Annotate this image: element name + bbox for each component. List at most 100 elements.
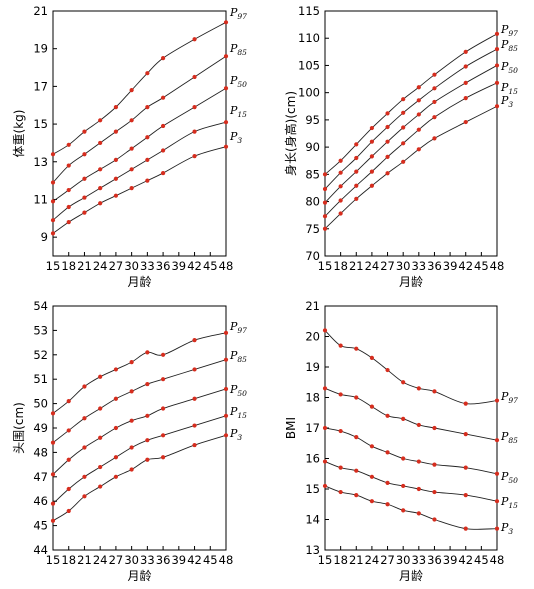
data-point [223, 413, 229, 418]
data-point [369, 183, 375, 188]
data-point [369, 169, 375, 174]
data-point [494, 80, 500, 85]
data-point [354, 142, 359, 147]
x-tick-label: 24 [365, 553, 380, 567]
data-point [113, 105, 119, 110]
data-point [494, 499, 500, 504]
data-point [494, 63, 500, 68]
series-P15: P15 [50, 104, 247, 223]
x-tick-label: 15 [46, 553, 61, 567]
data-point [416, 459, 421, 464]
y-tick-label: 49 [33, 421, 48, 435]
series-P85: P85 [322, 38, 518, 192]
data-point [385, 502, 390, 507]
data-point [416, 98, 421, 103]
data-point [192, 105, 197, 110]
data-point [463, 64, 468, 69]
series-label: P15 [229, 104, 247, 119]
series-line [52, 332, 227, 414]
data-point [385, 367, 390, 373]
series-label: P97 [229, 320, 247, 335]
data-point [113, 176, 119, 181]
data-point [192, 367, 197, 372]
series-label: P15 [229, 405, 247, 420]
data-point [494, 104, 500, 109]
data-point [160, 95, 166, 100]
data-point [223, 20, 229, 25]
series-line [324, 33, 498, 175]
data-point [192, 442, 197, 448]
data-point [322, 226, 328, 231]
series-label: P85 [500, 430, 518, 445]
data-point [113, 425, 119, 431]
x-tick-label: 36 [427, 553, 442, 567]
series-P3: P3 [50, 427, 242, 523]
y-tick-label: 19 [33, 42, 48, 56]
y-tick-label: 19 [305, 360, 320, 374]
y-tick-label: 13 [305, 543, 320, 557]
y-tick-label: 11 [33, 192, 48, 206]
series-label: P50 [229, 74, 247, 89]
data-point [129, 467, 134, 472]
series-line [52, 415, 227, 504]
data-point [66, 508, 71, 514]
series-line [52, 146, 227, 234]
y-tick-label: 16 [305, 452, 320, 466]
y-tick-label: 90 [305, 140, 320, 154]
data-point [82, 494, 87, 499]
data-point [385, 154, 390, 160]
data-point [338, 343, 343, 348]
y-tick-label: 100 [298, 86, 320, 100]
x-tick-label: 36 [156, 553, 171, 567]
series-label: P3 [500, 521, 513, 536]
data-point [432, 115, 437, 120]
data-point [98, 167, 103, 172]
x-tick-label: 33 [140, 259, 155, 273]
x-tick-label: 21 [349, 553, 364, 567]
x-tick-label: 30 [396, 553, 411, 567]
x-tick-label: 48 [490, 259, 505, 273]
series-label: P3 [229, 130, 242, 145]
data-point [145, 157, 150, 162]
data-point [66, 399, 71, 404]
data-point [322, 186, 328, 192]
data-point [463, 80, 468, 85]
series-P50: P50 [322, 60, 518, 205]
data-point [432, 99, 437, 105]
x-tick-label: 15 [318, 259, 333, 273]
data-point [113, 193, 119, 198]
x-tick-label: 21 [77, 553, 92, 567]
data-point [66, 457, 71, 462]
data-point [401, 416, 406, 421]
y-tick-label: 46 [33, 494, 48, 508]
data-point [82, 195, 87, 200]
data-point [145, 350, 150, 355]
data-point [369, 355, 375, 360]
data-point [322, 483, 328, 489]
data-point [50, 501, 56, 506]
data-point [145, 381, 150, 387]
data-point [82, 152, 87, 157]
data-point [385, 111, 390, 116]
data-point [432, 389, 437, 394]
y-tick-label: 51 [33, 372, 48, 386]
data-point [322, 200, 328, 205]
series-label: P85 [229, 349, 247, 364]
x-tick-label: 18 [61, 553, 76, 567]
y-tick-label: 9 [41, 230, 48, 244]
data-point [82, 384, 87, 389]
chart-4: 15 18 21 24 27 30 33 36 39 42 45 481314151617181920… [284, 299, 518, 583]
series-line [52, 121, 227, 221]
data-point [463, 119, 468, 125]
series-label: P15 [500, 495, 518, 510]
x-tick-label: 45 [203, 259, 218, 273]
data-point [160, 455, 166, 460]
x-axis-label: 月龄 [399, 275, 423, 289]
data-point [338, 465, 343, 470]
data-point [223, 330, 229, 335]
data-point [463, 465, 468, 470]
data-point [354, 435, 359, 440]
data-point [50, 518, 56, 523]
data-point [113, 367, 119, 372]
x-tick-label: 39 [443, 553, 458, 567]
